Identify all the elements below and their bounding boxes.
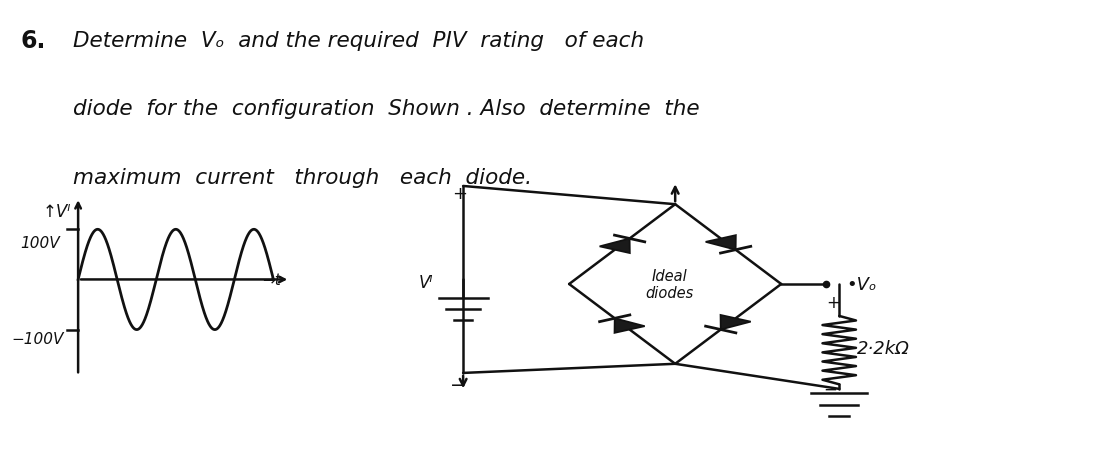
Polygon shape (721, 315, 751, 330)
Polygon shape (705, 236, 735, 250)
Text: 100V: 100V (20, 236, 60, 251)
Text: +: + (452, 184, 466, 202)
Text: ↑Vᴵ: ↑Vᴵ (42, 202, 70, 221)
Text: −: − (450, 375, 466, 394)
Text: maximum  current   through   each  diode.: maximum current through each diode. (73, 167, 531, 187)
Text: diode  for the  configuration  Shown . Also  determine  the: diode for the configuration Shown . Also… (73, 99, 699, 119)
Polygon shape (599, 239, 629, 253)
Polygon shape (615, 318, 645, 333)
Text: +: + (826, 293, 839, 312)
Text: −: − (824, 380, 837, 398)
Text: −100V: −100V (11, 332, 64, 346)
Text: •Vₒ: •Vₒ (846, 275, 876, 293)
Text: 6.: 6. (20, 29, 46, 53)
Text: 2·2kΩ: 2·2kΩ (857, 339, 910, 357)
Text: Determine  Vₒ  and the required  PIV  rating   of each: Determine Vₒ and the required PIV rating… (73, 31, 644, 51)
Text: Ideal
diodes: Ideal diodes (645, 268, 694, 301)
Text: →t: →t (262, 273, 281, 287)
Text: Vᴵ: Vᴵ (418, 273, 433, 291)
